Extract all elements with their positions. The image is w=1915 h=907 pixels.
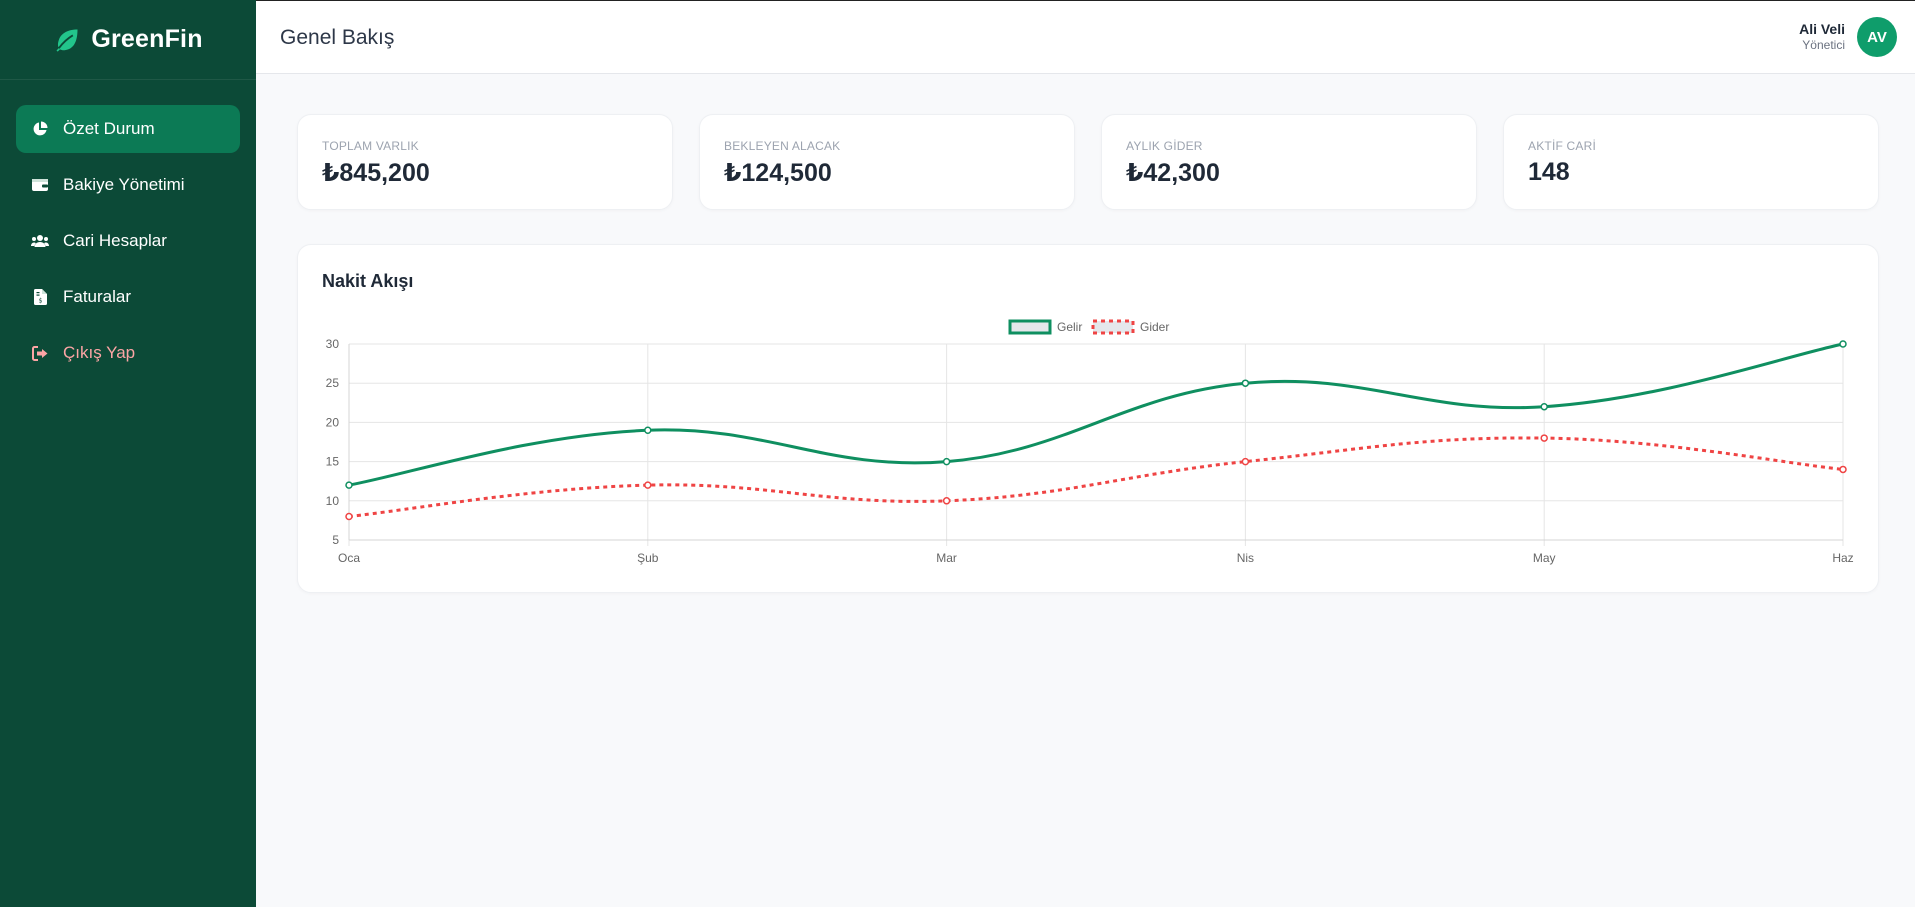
y-tick-label: 5 [332, 533, 339, 547]
data-point-gelir [1839, 340, 1847, 348]
legend-swatch-gelir [1008, 319, 1052, 335]
top-header: Genel Bakış Ali Veli Yönetici AV [256, 0, 1915, 74]
page-title: Genel Bakış [280, 26, 395, 49]
x-tick-label: Nis [1237, 551, 1254, 565]
data-point-gelir [345, 481, 353, 489]
series-line-gelir [348, 342, 1844, 487]
pie-chart-icon [31, 120, 49, 138]
stat-label: AKTİF CARİ [1528, 139, 1597, 153]
svg-text:$: $ [38, 298, 42, 305]
x-tick-label: Mar [936, 551, 957, 565]
sidebar-item-cikis-yap[interactable]: Çıkış Yap [16, 329, 240, 377]
sidebar-item-ozet-durum[interactable]: Özet Durum [16, 105, 240, 153]
stats-row: TOPLAM VARLIK ₺845,200 BEKLEYEN ALACAK ₺… [297, 114, 1879, 210]
stat-value: ₺42,300 [1126, 159, 1220, 187]
legend-swatch-gider [1091, 319, 1135, 335]
chart-title: Nakit Akışı [322, 271, 414, 291]
stat-card-toplam-varlik: TOPLAM VARLIK ₺845,200 [297, 114, 673, 210]
x-tick-label: Oca [338, 551, 360, 565]
series-line-gider [348, 436, 1844, 518]
x-tick-label: May [1533, 551, 1556, 565]
user-info: Ali Veli Yönetici [1799, 21, 1845, 54]
data-point-gider [1540, 434, 1548, 442]
sidebar-item-label: Özet Durum [63, 119, 155, 138]
stat-card-aktif-cari: AKTİF CARİ 148 [1503, 114, 1879, 210]
sidebar-item-label: Çıkış Yap [63, 343, 136, 362]
stat-label: BEKLEYEN ALACAK [724, 139, 841, 153]
user-name: Ali Veli [1799, 20, 1845, 37]
stat-value: ₺124,500 [724, 159, 832, 187]
stat-value: 148 [1528, 158, 1570, 186]
sidebar-item-label: Bakiye Yönetimi [63, 175, 185, 194]
sidebar-item-bakiye-yonetimi[interactable]: Bakiye Yönetimi [16, 161, 240, 209]
stat-label: TOPLAM VARLIK [322, 139, 419, 153]
sidebar-item-label: Cari Hesaplar [63, 231, 167, 250]
sidebar-nav: Özet Durum Bakiye Yönetimi Cari Hesaplar… [0, 80, 256, 377]
brand-name: GreenFin [91, 25, 203, 53]
sidebar-item-faturalar[interactable]: $ Faturalar [16, 273, 240, 321]
data-point-gelir [1540, 402, 1548, 411]
user-menu[interactable]: Ali Veli Yönetici AV [1799, 17, 1897, 57]
data-point-gider [942, 497, 951, 505]
leaf-icon [56, 29, 78, 52]
wallet-icon [31, 176, 49, 194]
sidebar-item-label: Faturalar [63, 287, 132, 306]
stat-card-aylik-gider: AYLIK GİDER ₺42,300 [1101, 114, 1477, 210]
sidebar: GreenFin Özet Durum Bakiye Yönetimi Cari… [0, 0, 256, 907]
sidebar-item-cari-hesaplar[interactable]: Cari Hesaplar [16, 217, 240, 265]
data-point-gider [644, 481, 652, 489]
x-tick-label: Şub [637, 551, 659, 565]
avatar[interactable]: AV [1857, 17, 1897, 57]
y-tick-label: 30 [326, 337, 340, 351]
legend-label-gelir: Gelir [1057, 320, 1082, 334]
data-point-gider [345, 512, 353, 521]
y-tick-label: 20 [326, 415, 340, 429]
data-point-gelir [644, 426, 652, 434]
cash-flow-card: Nakit Akışı 5 10 15 20 25 30 Oca Şub Mar Nis May Ha… [297, 244, 1879, 593]
y-tick-label: 25 [326, 376, 340, 390]
invoice-icon: $ [31, 288, 49, 306]
data-point-gelir [1241, 379, 1250, 387]
cash-flow-chart: 5 10 15 20 25 30 Oca Şub Mar Nis May Haz Gelir Gider [326, 319, 1854, 565]
stat-card-bekleyen-alacak: BEKLEYEN ALACAK ₺124,500 [699, 114, 1075, 210]
user-role: Yönetici [1802, 38, 1845, 53]
data-point-gider [1839, 465, 1847, 474]
stat-value: ₺845,200 [322, 159, 430, 187]
y-tick-label: 10 [326, 494, 340, 508]
stat-label: AYLIK GİDER [1126, 139, 1203, 153]
logout-icon [31, 344, 49, 362]
data-point-gider [1241, 457, 1250, 466]
legend-label-gider: Gider [1140, 320, 1169, 334]
brand[interactable]: GreenFin [0, 0, 256, 80]
users-icon [31, 232, 49, 250]
y-tick-label: 15 [326, 455, 340, 469]
data-point-gelir [942, 457, 951, 466]
x-tick-label: Haz [1832, 551, 1853, 565]
